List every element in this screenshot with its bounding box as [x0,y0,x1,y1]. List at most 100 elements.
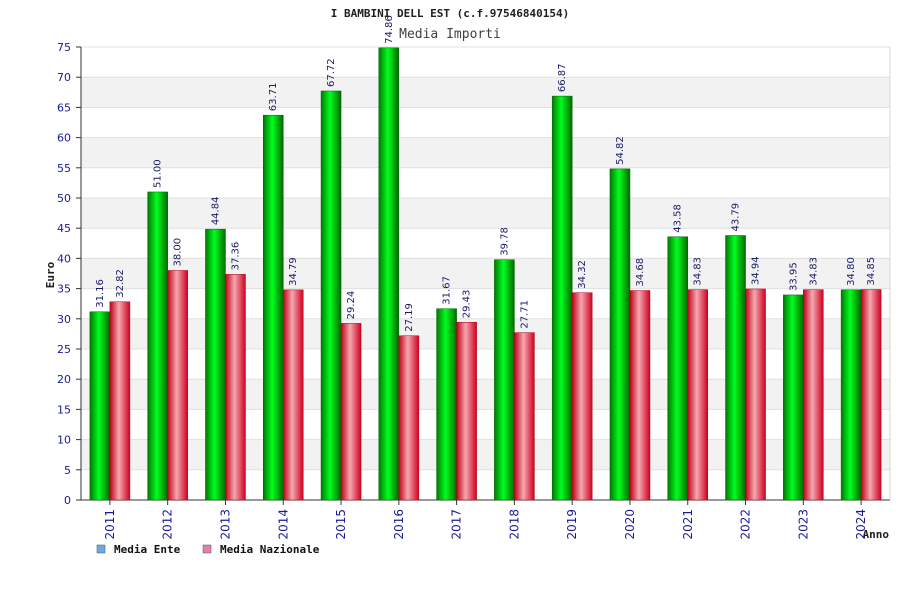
bar-media-ente [147,191,168,501]
y-tick-label: 45 [57,222,71,235]
bar-media-ente [320,90,342,501]
data-label: 34.79 [288,257,299,286]
chart-title: I BAMBINI DELL EST (c.f.97546840154) [331,7,569,20]
data-label: 74.86 [384,15,395,44]
x-tick-label: 2023 [796,509,810,540]
data-label: 37.36 [230,242,241,271]
data-label: 34.80 [846,257,857,286]
y-tick-label: 65 [57,101,71,114]
data-label: 33.95 [788,262,799,291]
bar-media-nazionale [803,289,824,501]
x-tick-label: 2019 [565,509,579,540]
data-label: 43.58 [673,204,684,233]
bar-media-nazionale [167,270,188,501]
x-tick-label: 2013 [218,509,232,540]
bar-media-ente [205,228,226,501]
grid-band [81,258,890,289]
y-tick-label: 5 [64,464,71,477]
bar-media-nazionale [225,274,246,501]
y-tick-label: 10 [57,434,71,447]
data-label: 34.85 [866,257,877,286]
y-axis-label: Euro [44,261,57,288]
bar-media-ente [783,294,804,501]
grid-band [81,137,890,168]
y-tick-label: 20 [57,373,71,386]
y-tick-label: 0 [64,494,71,507]
bar-media-nazionale [860,289,882,501]
bar-media-nazionale [109,301,131,501]
data-label: 29.43 [462,290,473,319]
y-tick-label: 70 [57,71,71,84]
bar-media-ente [436,308,457,501]
x-tick-label: 2022 [739,509,753,540]
data-label: 67.72 [326,58,337,87]
x-tick-label: 2020 [623,509,637,540]
chart-subtitle: Media Importi [399,27,501,42]
bar-media-ente [494,259,515,501]
data-label: 39.78 [499,227,510,256]
y-tick-label: 15 [57,403,71,416]
data-label: 34.68 [635,258,646,287]
bar-media-ente [840,289,862,501]
x-tick-label: 2017 [450,509,464,540]
x-axis-label: Anno [863,528,890,541]
legend-label: Media Ente [114,543,181,556]
legend-swatch [202,544,212,554]
bar-media-ente [725,235,746,501]
bar-media-ente [609,168,631,501]
bar-media-nazionale [456,321,477,501]
x-tick-label: 2011 [103,509,117,540]
bar-media-nazionale [514,332,535,501]
bar-media-ente [667,236,688,501]
x-tick-label: 2012 [161,509,175,540]
legend-swatch [96,544,106,554]
bar-media-nazionale [745,288,766,501]
data-label: 32.82 [115,269,126,298]
data-label: 29.24 [346,291,357,320]
bar-media-nazionale [340,323,362,501]
legend-item: Media Ente [96,543,181,556]
data-label: 27.19 [404,303,415,332]
y-tick-label: 35 [57,283,71,296]
data-label: 31.67 [442,276,453,305]
data-label: 66.87 [557,63,568,92]
x-tick-label: 2015 [334,509,348,540]
data-label: 34.32 [577,260,588,289]
x-tick-label: 2014 [276,509,290,540]
x-tick-label: 2021 [681,509,695,540]
bar-media-ente [263,114,284,501]
data-label: 27.71 [519,300,530,329]
grid-band [81,379,890,410]
bar-media-ente [551,95,573,501]
data-label: 34.83 [693,257,704,286]
data-label: 34.94 [751,256,762,285]
x-tick-label: 2016 [392,509,406,540]
data-label: 38.00 [173,238,184,267]
data-label: 34.83 [808,257,819,286]
data-label: 63.71 [268,83,279,112]
x-tick-label: 2018 [507,509,521,540]
y-tick-label: 60 [57,132,71,145]
bar-media-nazionale [687,289,708,501]
bar-media-ente [378,47,400,501]
y-tick-label: 55 [57,162,71,175]
plot-area: 0 5 10 15 20 25 30 35 40 45 50 55 60 65 70 75 31.16 32.82… [57,15,891,540]
data-label: 54.82 [615,136,626,165]
data-label: 51.00 [153,159,164,188]
grid-band [81,318,890,349]
data-label: 44.84 [210,197,221,226]
grid-band [81,439,890,470]
data-label: 31.16 [95,279,106,308]
legend-item: Media Nazionale [202,543,320,556]
bar-media-nazionale [629,290,651,501]
legend-label: Media Nazionale [220,543,320,556]
bar-media-nazionale [571,292,593,501]
bar-media-nazionale [398,335,420,501]
y-tick-label: 25 [57,343,71,356]
legend: Media Ente Media Nazionale [96,543,320,556]
y-tick-label: 75 [57,41,71,54]
y-tick-label: 30 [57,313,71,326]
x-tick-label: 2024 [854,509,868,540]
grid-band [81,77,890,108]
